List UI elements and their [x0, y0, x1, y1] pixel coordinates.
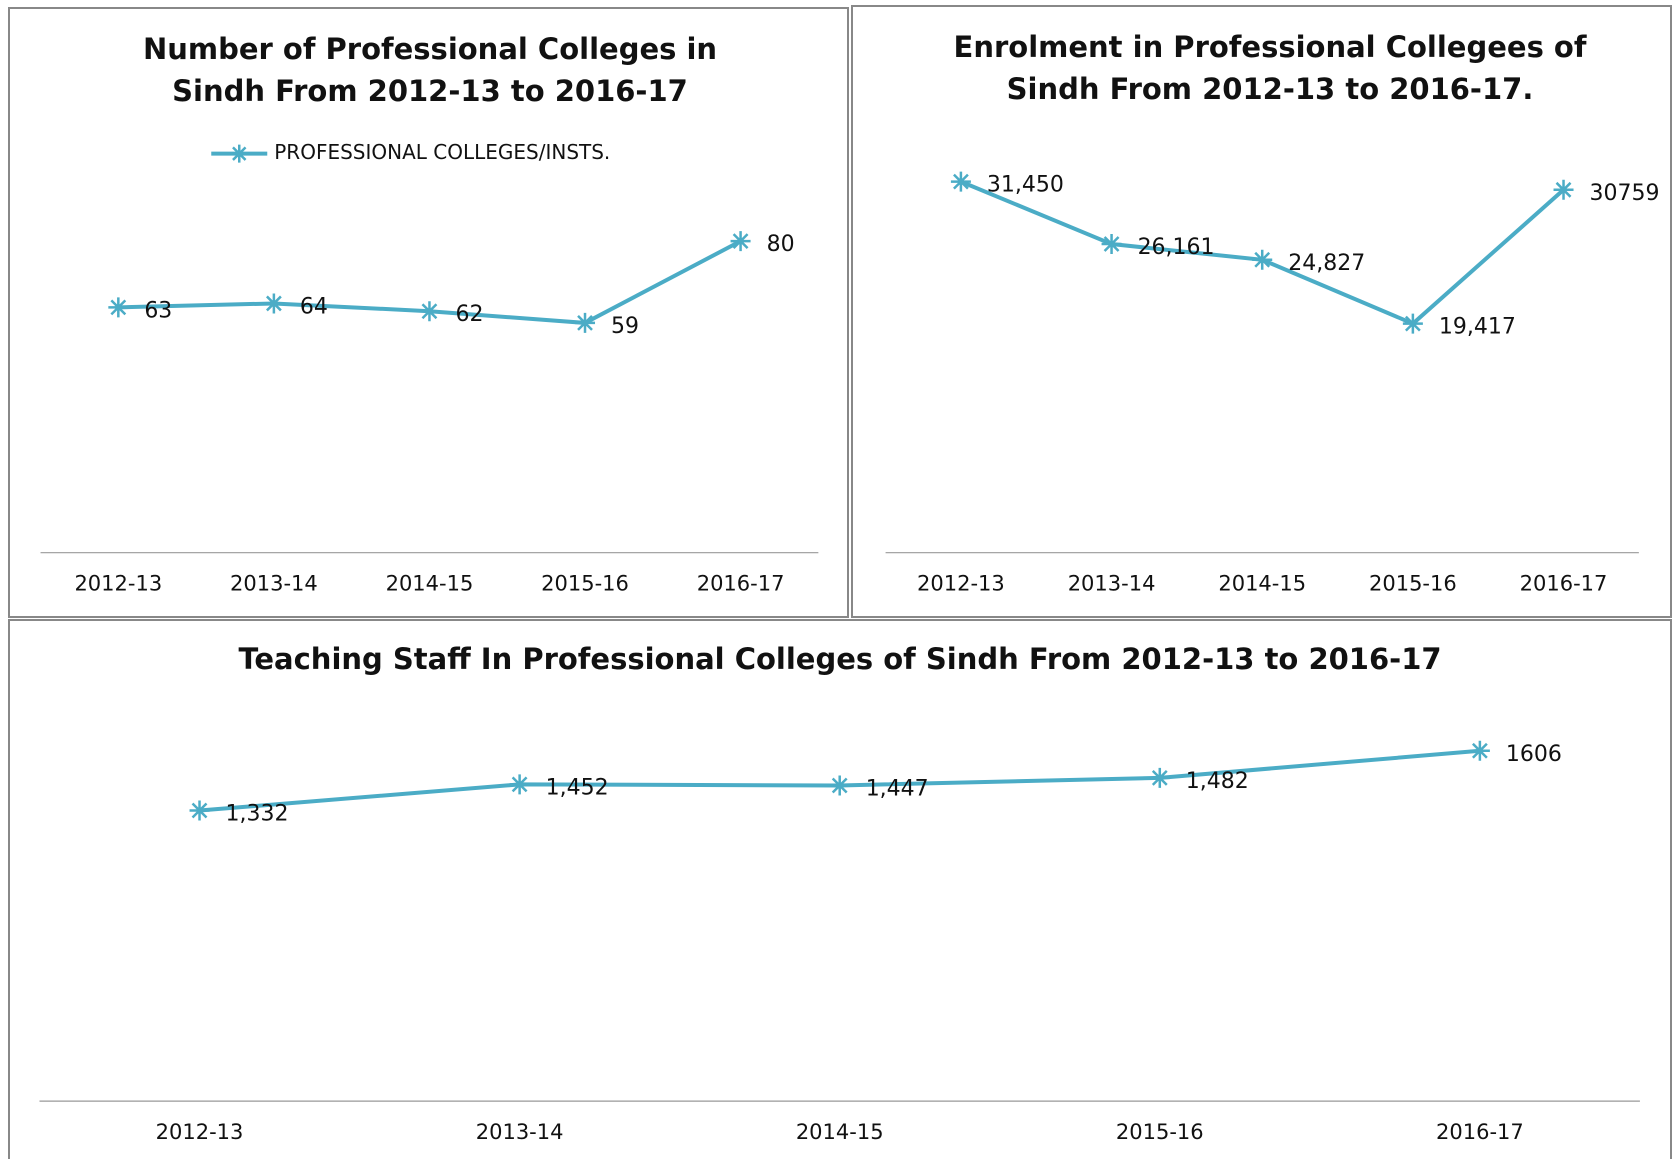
- marker: [1469, 740, 1490, 761]
- marker: [950, 171, 971, 192]
- x-tick-label: 2015-16: [541, 572, 629, 596]
- x-tick-label: 2012-13: [156, 1120, 244, 1144]
- x-tick-label: 2016-17: [1436, 1120, 1524, 1144]
- marker: [730, 231, 751, 252]
- x-tick-label: 2014-15: [386, 572, 474, 596]
- data-label: 59: [611, 314, 639, 339]
- marker: [1553, 179, 1574, 200]
- x-tick-label: 2013-14: [1068, 572, 1156, 596]
- marker: [1252, 249, 1273, 270]
- chart-title: Number of Professional Colleges in Sindh…: [142, 32, 718, 108]
- data-label: 1,332: [226, 802, 289, 827]
- data-label: 1,452: [546, 775, 609, 800]
- data-label: 1606: [1506, 742, 1562, 767]
- x-tick-label: 2016-17: [697, 572, 785, 596]
- x-tick-label: 2015-16: [1369, 572, 1457, 596]
- panel: [851, 5, 1672, 618]
- chart-title: Teaching Staff In Professional Colleges …: [238, 642, 1442, 676]
- data-label: 1,482: [1186, 769, 1249, 794]
- x-tick-label: 2012-13: [917, 572, 1005, 596]
- chart-title: Enrolment in Professional Collegees of S…: [953, 30, 1587, 106]
- marker: [575, 312, 596, 333]
- data-label: 30759: [1590, 181, 1660, 206]
- data-label: 1,447: [866, 776, 929, 801]
- marker: [509, 774, 530, 795]
- data-label: 80: [767, 232, 795, 257]
- data-label: 63: [144, 298, 172, 323]
- data-label: 64: [300, 294, 328, 319]
- marker: [1149, 767, 1170, 788]
- x-tick-label: 2015-16: [1116, 1120, 1204, 1144]
- x-tick-label: 2016-17: [1520, 572, 1608, 596]
- x-tick-label: 2013-14: [230, 572, 318, 596]
- panel: [8, 619, 1672, 1159]
- marker: [189, 800, 210, 821]
- x-tick-label: 2012-13: [74, 572, 162, 596]
- marker: [108, 297, 129, 318]
- marker: [419, 301, 440, 322]
- x-tick-label: 2013-14: [476, 1120, 564, 1144]
- x-tick-label: 2014-15: [796, 1120, 884, 1144]
- data-label: 19,417: [1439, 315, 1516, 340]
- marker: [1101, 234, 1122, 255]
- marker: [1402, 313, 1423, 334]
- legend-marker: [230, 144, 249, 163]
- panel: [8, 7, 849, 618]
- marker: [829, 775, 850, 796]
- marker: [263, 293, 284, 314]
- legend-label: PROFESSIONAL COLLEGES/INSTS.: [274, 140, 610, 164]
- data-label: 26,161: [1138, 235, 1215, 260]
- data-label: 24,827: [1288, 251, 1365, 276]
- x-tick-label: 2014-15: [1218, 572, 1306, 596]
- data-label: 62: [455, 302, 483, 327]
- data-label: 31,450: [987, 173, 1064, 198]
